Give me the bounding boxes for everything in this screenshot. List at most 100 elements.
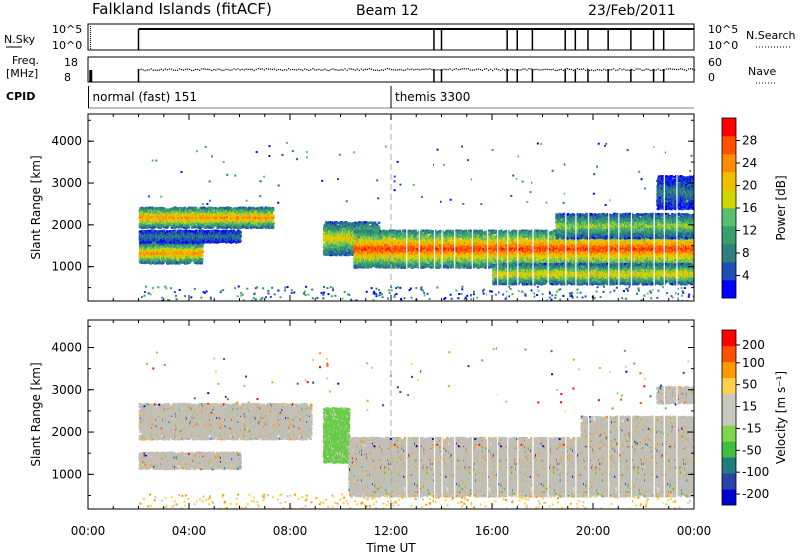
power-cell	[174, 225, 177, 228]
freq-point	[663, 69, 665, 71]
cpid-entry-label: normal (fast) 151	[93, 90, 197, 104]
power-cell	[208, 206, 212, 209]
power-cell	[206, 210, 209, 213]
freq-point	[189, 68, 191, 70]
freq-point	[314, 69, 316, 71]
power-cell	[187, 260, 190, 263]
freq-point	[168, 68, 170, 70]
freq-point	[182, 69, 185, 71]
freq-point	[336, 69, 338, 71]
freq-point	[639, 68, 641, 70]
freq-point	[330, 68, 332, 71]
freq-point	[580, 68, 583, 70]
power-cell	[215, 207, 218, 210]
power-cell	[198, 229, 202, 232]
power-cell	[159, 230, 163, 233]
power-cell	[261, 208, 264, 211]
power-cell	[178, 250, 182, 253]
freq-point	[536, 68, 538, 70]
power-cell	[169, 250, 172, 253]
power-cell	[150, 246, 153, 249]
freq-point	[677, 68, 680, 71]
power-cell	[157, 252, 161, 255]
power-cell	[329, 223, 332, 226]
freq-point	[623, 68, 625, 70]
power-cell	[169, 217, 173, 220]
freq-point	[199, 69, 201, 71]
freq-point	[158, 69, 160, 71]
power-cell	[337, 227, 341, 230]
power-cell	[239, 231, 242, 234]
power-cell	[170, 239, 174, 242]
freq-point	[405, 69, 407, 71]
freq-point	[586, 68, 589, 70]
freq-point	[441, 69, 443, 71]
power-cell	[230, 213, 234, 216]
power-cell	[333, 225, 336, 228]
freq-point	[435, 69, 437, 71]
power-cell	[196, 216, 200, 219]
power-cell	[211, 224, 214, 227]
power-cell	[236, 214, 239, 217]
freq-point	[504, 69, 506, 71]
power-cell	[325, 244, 328, 247]
freq-point	[530, 68, 532, 70]
freq-point	[193, 69, 195, 71]
freq-point	[413, 69, 415, 71]
freq-point	[661, 69, 663, 71]
power-cell	[194, 223, 197, 226]
freq-point	[241, 68, 243, 70]
station-title: Falkland Islands (fitACF)	[92, 0, 272, 18]
freq-point	[429, 68, 431, 70]
freq-point	[673, 68, 675, 70]
power-cell	[200, 259, 204, 263]
power-cell	[222, 226, 225, 230]
power-cell	[188, 248, 192, 251]
power-cell	[209, 211, 213, 214]
freq-point	[388, 68, 391, 70]
freq-point	[300, 68, 302, 71]
power-cell	[193, 247, 197, 250]
power-cell	[330, 221, 334, 224]
freq-point	[667, 68, 669, 70]
freq-point	[342, 69, 344, 71]
power-cell	[146, 234, 150, 237]
cpid-entry-label: themis 3300	[395, 90, 470, 104]
freq-point	[283, 69, 286, 71]
power-cell	[188, 242, 192, 245]
freq-point	[694, 69, 696, 71]
power-cell	[175, 218, 178, 221]
freq-point	[245, 68, 247, 70]
power-cell	[172, 211, 176, 214]
power-cell	[340, 249, 344, 252]
power-cell	[329, 230, 333, 233]
freq-point	[548, 68, 550, 71]
power-cell	[196, 221, 200, 224]
power-cell	[144, 223, 148, 226]
freq-point	[263, 69, 265, 71]
power-cell	[186, 210, 190, 213]
power-cell	[148, 257, 151, 260]
power-cell	[209, 224, 213, 228]
freq-tick-8: 8	[64, 71, 71, 84]
freq-point	[691, 68, 694, 70]
power-cell	[201, 225, 205, 229]
power-cell	[168, 246, 171, 249]
freq-point	[417, 68, 419, 70]
power-cell	[147, 226, 150, 229]
power-cell	[149, 232, 152, 235]
power-cell	[139, 241, 143, 244]
power-cell	[244, 215, 248, 218]
power-cell	[251, 225, 254, 228]
power-cell	[238, 237, 241, 241]
freq-point	[340, 69, 342, 71]
power-cell	[198, 233, 202, 236]
freq-point	[148, 69, 150, 71]
power-cell	[140, 258, 144, 261]
power-cell	[210, 213, 213, 216]
freq-point	[685, 69, 688, 72]
freq-point	[576, 68, 579, 70]
freq-point	[595, 69, 597, 71]
power-cell	[197, 220, 201, 223]
power-cell	[337, 229, 340, 232]
